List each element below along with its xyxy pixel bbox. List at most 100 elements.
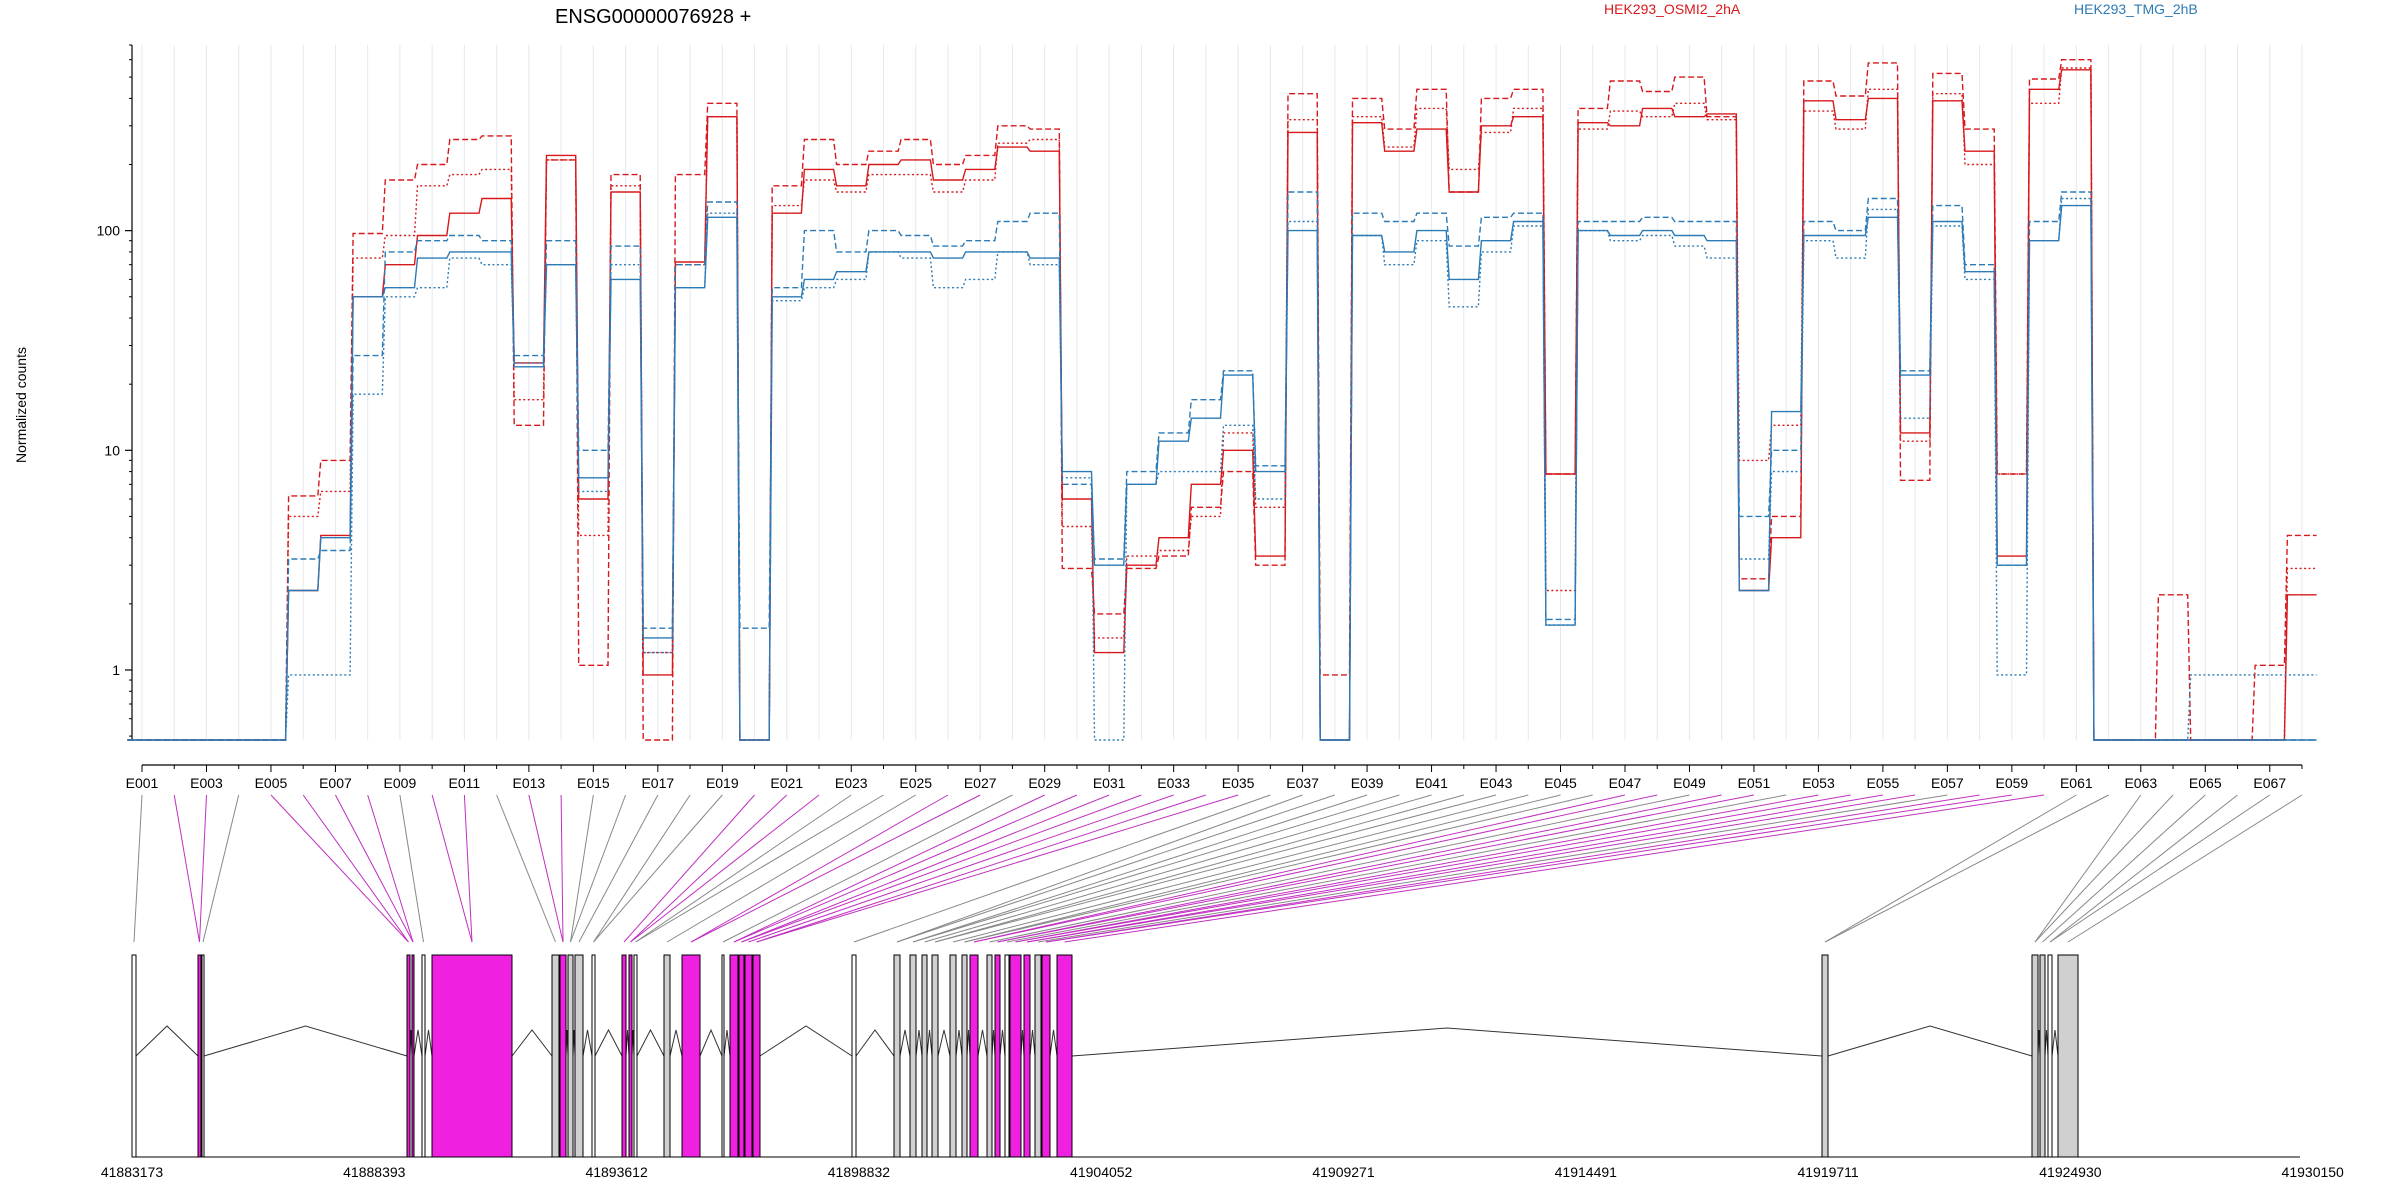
exon-box — [621, 954, 627, 1158]
genome-tick-label: 41888393 — [343, 1164, 406, 1180]
exon-connector — [733, 794, 1045, 943]
exon-box — [909, 954, 917, 1158]
intron-line — [937, 1029, 951, 1057]
exon-connector — [973, 794, 1626, 943]
exon-connector — [578, 794, 659, 943]
exon-box — [1034, 954, 1042, 1158]
exon-connector — [2049, 794, 2238, 943]
exon-box — [744, 954, 753, 1158]
x-tick-label: E003 — [190, 775, 223, 791]
exon-connector — [896, 794, 1335, 943]
x-tick-label: E055 — [1867, 775, 1900, 791]
genome-tick-label: 41924930 — [2039, 1164, 2102, 1180]
x-tick-label: E013 — [513, 775, 546, 791]
exon-axis: E001 E003 E005 E007 E009 E011 E013 E015 E017 E019… — [126, 764, 2303, 791]
series-line — [127, 191, 2317, 741]
exon-grid — [141, 45, 2303, 740]
exon-connector — [593, 794, 691, 943]
exon-box — [1009, 954, 1022, 1158]
exon-connector — [1015, 794, 1851, 943]
x-tick-label: E027 — [964, 775, 997, 791]
exon-box — [1004, 954, 1010, 1158]
intron-line — [1071, 1027, 1823, 1057]
intron-line — [582, 1029, 593, 1057]
exon-connector — [690, 794, 981, 943]
x-tick-label: E007 — [319, 775, 352, 791]
exon-box — [681, 954, 701, 1158]
x-tick-label: E067 — [2253, 775, 2286, 791]
intron-line — [413, 1029, 423, 1057]
exon-box — [663, 954, 671, 1158]
exon-box — [893, 954, 901, 1158]
exon-box — [738, 954, 745, 1158]
y-axis-label: Normalized counts — [13, 347, 29, 463]
exon-connector — [1045, 794, 1980, 943]
exon-connector — [399, 794, 424, 943]
exon-box — [567, 954, 574, 1158]
intron-line — [511, 1029, 553, 1057]
exon-box — [1056, 954, 1073, 1158]
exon-connector — [570, 794, 627, 943]
exon-box — [431, 954, 513, 1158]
exon-box — [969, 954, 979, 1158]
exon-connector — [2049, 794, 2271, 943]
intron-line — [1827, 1025, 2033, 1057]
intron-line — [999, 1029, 1006, 1057]
exon-connector — [1026, 794, 1883, 943]
exon-connector — [2042, 794, 2206, 943]
exon-connector — [1045, 794, 2012, 943]
exon-box — [628, 954, 633, 1158]
exon-connector — [199, 794, 207, 943]
exon-connector — [853, 794, 1271, 943]
exon-connector — [202, 794, 240, 943]
intron-line — [915, 1029, 923, 1057]
x-tick-label: E021 — [770, 775, 803, 791]
exon-connector — [722, 794, 1013, 943]
genome-tick-label: 41893612 — [585, 1164, 648, 1180]
legend-label-osmi: HEK293_OSMI2_2hA — [1604, 1, 1741, 17]
x-tick-label: E001 — [126, 775, 159, 791]
exon-box — [931, 954, 939, 1158]
exon-box — [131, 954, 137, 1158]
exon-connector — [173, 794, 200, 943]
genome-tick-label: 41883173 — [101, 1164, 164, 1180]
exon-box — [2047, 954, 2053, 1158]
exon-connector — [912, 794, 1400, 943]
x-tick-label: E031 — [1093, 775, 1126, 791]
exon-connector — [635, 794, 884, 943]
exon-connector — [2034, 794, 2174, 943]
exon-connector — [989, 794, 1690, 943]
exon-box — [421, 954, 426, 1158]
exon-connector — [997, 794, 1722, 943]
exon-box — [851, 954, 857, 1158]
x-tick-label: E005 — [255, 775, 288, 791]
exon-box — [1041, 954, 1051, 1158]
x-tick-label: E051 — [1738, 775, 1771, 791]
exon-connector — [334, 794, 414, 943]
exon-connector — [1015, 794, 1819, 943]
intron-line — [203, 1025, 408, 1057]
exon-connector — [630, 794, 788, 943]
y-tick-label: 10 — [104, 442, 120, 458]
exon-connector — [570, 794, 594, 943]
x-tick-label: E039 — [1351, 775, 1384, 791]
exon-connector — [528, 794, 564, 943]
exon-connector — [623, 794, 755, 943]
exon-box — [949, 954, 957, 1158]
exon-connector — [1026, 794, 1916, 943]
exon-box — [574, 954, 584, 1158]
exon-connector — [635, 794, 852, 943]
x-tick-label: E045 — [1544, 775, 1577, 791]
exon-connector — [952, 794, 1529, 943]
exon-connector — [756, 794, 1239, 943]
exon-connector — [1824, 794, 2077, 943]
exon-box — [1821, 954, 1829, 1158]
series-line — [127, 59, 2317, 741]
intron-line — [955, 1029, 963, 1057]
genome-tick-label: 41930150 — [2282, 1164, 2345, 1180]
exon-box — [721, 954, 725, 1158]
exon-connector — [934, 794, 1497, 943]
intron-line — [899, 1029, 911, 1057]
exon-connector — [133, 794, 143, 943]
